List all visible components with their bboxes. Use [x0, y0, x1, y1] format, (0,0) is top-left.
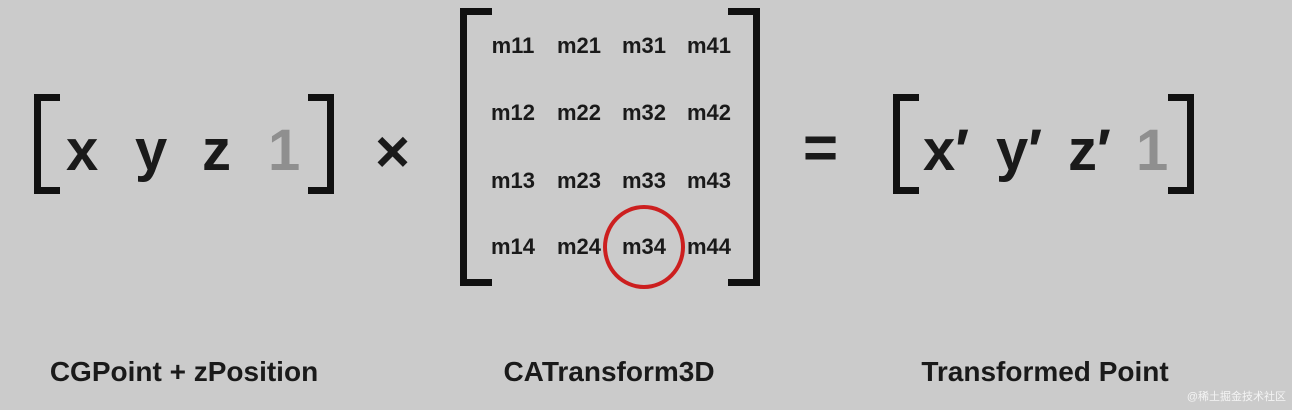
input-z: z — [202, 118, 231, 183]
matrix-cell-m24: m24 — [556, 234, 602, 259]
matrix-cell-m23: m23 — [556, 168, 602, 193]
m34-highlight-circle — [603, 205, 685, 289]
matrix-cell-m42: m42 — [686, 100, 732, 125]
matrix-cell-m11: m11 — [491, 33, 535, 58]
input-w-one: 1 — [268, 118, 301, 183]
output-left-bracket — [893, 94, 919, 194]
matrix-right-bracket — [728, 8, 760, 286]
matrix-cell-m43: m43 — [686, 168, 732, 193]
matrix-cell-m13: m13 — [490, 168, 536, 193]
output-x-prime: x′ — [923, 118, 970, 183]
matrix-cell-m14: m14 — [490, 234, 536, 259]
equals-operator: = — [803, 114, 839, 181]
matrix-cell-m33: m33 — [621, 168, 667, 193]
input-left-bracket — [34, 94, 60, 194]
input-right-bracket — [308, 94, 334, 194]
matrix-cell-m41: m41 — [686, 33, 732, 58]
input-x: x — [66, 118, 99, 183]
matrix-cell-m31: m31 — [621, 33, 667, 58]
matrix-cell-m32: m32 — [621, 100, 667, 125]
matrix-left-bracket — [460, 8, 492, 286]
caption-transform-matrix: CATransform3D — [503, 356, 715, 387]
matrix-cell-m12: m12 — [490, 100, 536, 125]
caption-input-point: CGPoint + zPosition — [49, 356, 319, 387]
output-w-one: 1 — [1136, 118, 1169, 183]
multiply-operator: × — [375, 118, 411, 185]
output-z-prime: z′ — [1068, 118, 1111, 183]
caption-transformed-point: Transformed Point — [921, 356, 1169, 387]
matrix-cell-m22: m22 — [556, 100, 602, 125]
input-y: y — [135, 118, 168, 183]
watermark: @稀土掘金技术社区 — [1186, 391, 1286, 403]
output-y-prime: y′ — [996, 118, 1043, 183]
matrix-cell-m21: m21 — [556, 33, 602, 58]
output-right-bracket — [1168, 94, 1194, 194]
matrix-cell-m44: m44 — [686, 234, 732, 259]
